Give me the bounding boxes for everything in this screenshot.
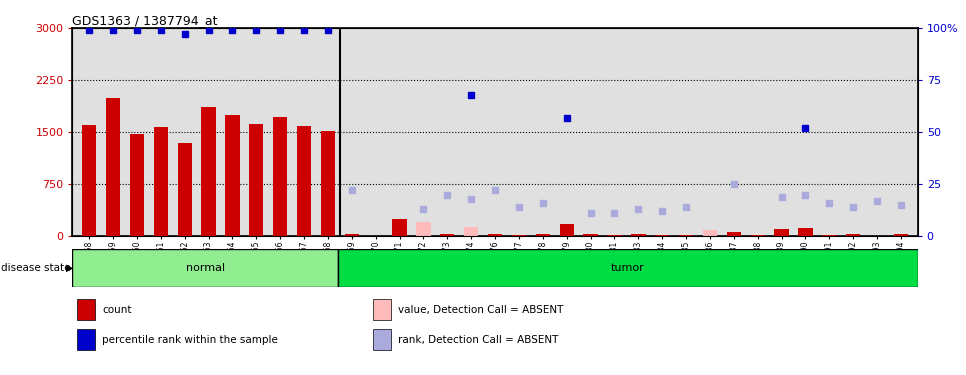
- Bar: [679, 235, 694, 236]
- Bar: [559, 225, 574, 236]
- Bar: [464, 227, 478, 236]
- Bar: [106, 98, 120, 236]
- Bar: [726, 232, 741, 236]
- Text: disease state: disease state: [1, 263, 71, 273]
- Bar: [392, 219, 407, 236]
- Bar: [416, 224, 431, 236]
- Bar: [464, 227, 478, 236]
- Bar: [440, 234, 454, 236]
- Bar: [798, 228, 812, 236]
- Text: percentile rank within the sample: percentile rank within the sample: [102, 335, 278, 345]
- Bar: [775, 229, 789, 236]
- Bar: [178, 143, 192, 236]
- Bar: [76, 299, 96, 320]
- Bar: [76, 329, 96, 350]
- Bar: [249, 124, 264, 236]
- Bar: [703, 230, 717, 236]
- Text: normal: normal: [185, 263, 225, 273]
- Text: count: count: [102, 305, 131, 315]
- Bar: [655, 235, 669, 236]
- Bar: [894, 234, 908, 236]
- Bar: [72, 249, 338, 287]
- Bar: [321, 131, 335, 236]
- Bar: [846, 234, 861, 236]
- Bar: [154, 127, 168, 236]
- Bar: [273, 117, 287, 236]
- Text: tumor: tumor: [611, 263, 644, 273]
- Bar: [822, 235, 837, 236]
- Bar: [297, 126, 311, 236]
- Text: GDS1363 / 1387794_at: GDS1363 / 1387794_at: [72, 14, 218, 27]
- Text: value, Detection Call = ABSENT: value, Detection Call = ABSENT: [398, 305, 563, 315]
- Bar: [751, 235, 765, 236]
- Bar: [129, 134, 144, 236]
- Bar: [373, 299, 391, 320]
- Bar: [583, 234, 598, 236]
- Bar: [703, 230, 717, 236]
- Bar: [488, 234, 502, 236]
- Text: rank, Detection Call = ABSENT: rank, Detection Call = ABSENT: [398, 335, 558, 345]
- Text: ▶: ▶: [66, 263, 73, 273]
- Bar: [345, 234, 359, 236]
- Bar: [631, 234, 645, 236]
- Bar: [201, 107, 215, 236]
- Bar: [338, 249, 918, 287]
- Bar: [416, 222, 431, 236]
- Bar: [373, 329, 391, 350]
- Bar: [82, 125, 97, 236]
- Bar: [536, 234, 550, 236]
- Bar: [225, 115, 240, 236]
- Bar: [608, 235, 622, 236]
- Bar: [512, 235, 526, 236]
